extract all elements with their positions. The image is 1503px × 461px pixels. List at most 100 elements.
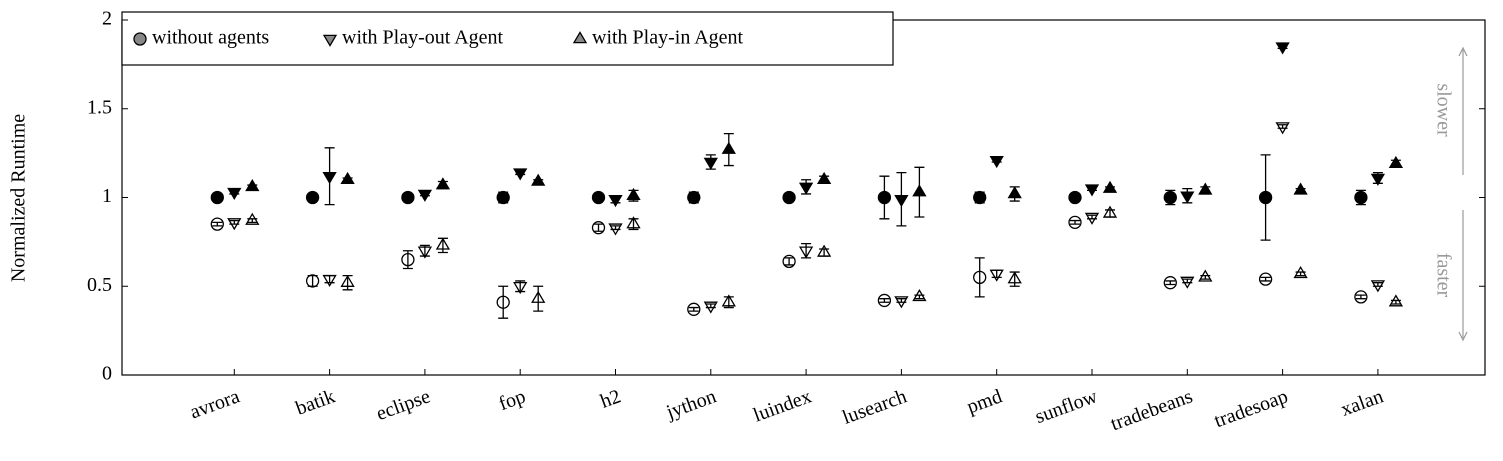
data-point: [322, 171, 337, 185]
data-point: [989, 155, 1004, 169]
error-bar: [593, 223, 604, 232]
data-point: [703, 157, 718, 170]
data-point: [1388, 155, 1404, 169]
data-point-open: [496, 295, 510, 309]
data-point-open: [1354, 290, 1368, 304]
error-bar: [1070, 219, 1080, 225]
data-point: [973, 190, 987, 205]
data-point: [1102, 180, 1118, 193]
y-tick-label: 2: [102, 8, 112, 30]
data-point: [721, 141, 736, 154]
y-tick-label: 0: [102, 363, 112, 385]
data-point: [227, 187, 242, 201]
x-tick-label: tradebeans: [1108, 385, 1196, 435]
data-point: [531, 173, 546, 186]
data-point-open: [721, 294, 736, 307]
data-point-open: [1102, 205, 1118, 218]
x-tick-label: tradesoap: [1211, 385, 1291, 432]
x-tick-label: batik: [293, 385, 338, 419]
error-bar: [533, 285, 544, 312]
x-tick-label: h2: [597, 385, 623, 413]
error-bar: [784, 257, 795, 266]
legend-label: without agents: [152, 27, 269, 49]
data-point: [245, 178, 260, 192]
data-point-open: [626, 216, 641, 229]
data-point-open: [912, 289, 927, 302]
legend: [121, 11, 894, 66]
data-point-open: [816, 244, 832, 257]
data-point: [305, 190, 320, 205]
data-point: [1275, 42, 1290, 55]
data-point-open: [877, 293, 892, 308]
data-point-open: [322, 274, 337, 288]
legend-marker: [133, 32, 147, 46]
data-point-open: [989, 269, 1004, 282]
data-point: [210, 190, 224, 205]
data-point: [1293, 182, 1308, 195]
data-point: [798, 182, 814, 195]
error-bar: [1260, 276, 1271, 282]
x-tick-label: jython: [663, 385, 720, 424]
x-tick-label: luindex: [750, 385, 814, 426]
data-point: [1258, 190, 1273, 205]
data-point-open: [703, 301, 718, 314]
x-tick-label: sunflow: [1032, 385, 1101, 428]
error-bar: [1355, 294, 1366, 300]
x-tick-label: eclipse: [373, 385, 433, 425]
data-point: [894, 195, 909, 208]
data-point-open: [245, 212, 260, 225]
legend-label: with Play-out Agent: [342, 27, 504, 49]
data-point-open: [1198, 269, 1213, 282]
data-point-open: [1007, 271, 1022, 284]
x-tick-label: fop: [496, 385, 529, 415]
data-point: [496, 190, 510, 205]
data-point: [1198, 182, 1213, 195]
legend-marker: [322, 34, 338, 47]
data-point-open: [227, 218, 242, 231]
data-point: [1007, 186, 1022, 199]
data-point-open: [608, 223, 623, 236]
data-point: [1180, 191, 1195, 204]
arrow-down: [1458, 210, 1468, 342]
data-point-open: [1258, 272, 1273, 286]
data-point: [417, 189, 433, 202]
data-point: [912, 184, 927, 197]
data-point-open: [435, 237, 451, 250]
data-point-open: [210, 217, 224, 231]
data-point-open: [1370, 280, 1386, 293]
data-point-open: [687, 302, 701, 316]
data-point-open: [1180, 276, 1195, 289]
error-bar: [879, 298, 890, 303]
plot-frame: [121, 19, 1486, 376]
legend-marker: [572, 31, 588, 44]
data-point: [816, 171, 832, 184]
y-tick-label: 1.5: [87, 96, 112, 118]
data-point-open: [591, 221, 606, 235]
data-point-open: [401, 252, 415, 267]
data-point: [1068, 190, 1082, 205]
data-point-open: [417, 246, 433, 259]
data-point-open: [1068, 215, 1082, 230]
error-bar: [1165, 280, 1176, 286]
x-tick-label: avrora: [187, 385, 243, 423]
data-point-open: [513, 282, 528, 295]
data-point-open: [894, 296, 909, 309]
data-point: [877, 190, 892, 205]
data-point-open: [305, 274, 320, 288]
data-point-open: [1163, 276, 1177, 290]
data-point: [1370, 173, 1386, 186]
data-point-open: [1084, 212, 1100, 225]
data-point-open: [798, 246, 814, 259]
data-point-open: [973, 270, 987, 285]
error-bar: [212, 221, 223, 227]
x-tick-label: xalan: [1338, 385, 1386, 420]
legend-label: with Play-in Agent: [592, 27, 744, 49]
y-axis-label: Normalized Runtime: [8, 114, 30, 282]
annotation: slower: [1432, 83, 1454, 137]
data-point: [1163, 190, 1177, 205]
data-point: [513, 168, 528, 181]
data-point: [687, 190, 701, 205]
annotation: faster: [1432, 253, 1454, 298]
error-bar: [688, 306, 699, 312]
